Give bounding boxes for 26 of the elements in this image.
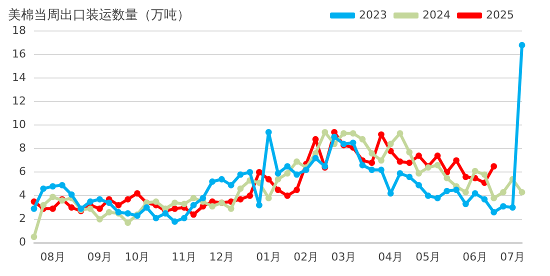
x-tick-label: 11月 — [172, 250, 197, 264]
x-tick-label: 04月 — [378, 250, 404, 264]
y-tick-label: 14 — [12, 70, 26, 84]
y-tick-label: 8 — [18, 142, 26, 155]
x-tick-label: 09月 — [87, 250, 112, 264]
legend-label: 2024 — [422, 8, 451, 22]
y-tick-label: 16 — [12, 47, 26, 60]
chart-title: 美棉当周出口装运数量（万吨） — [8, 7, 190, 24]
x-tick-label: 12月 — [209, 250, 234, 264]
y-tick-label: 12 — [12, 94, 26, 108]
x-tick-label: 02月 — [294, 250, 319, 264]
x-tick-label: 01月 — [256, 250, 282, 264]
x-tick-label: 06月 — [462, 250, 488, 264]
x-tick-label: 10月 — [124, 250, 150, 264]
y-tick-label: 18 — [12, 24, 26, 37]
x-tick-label: 03月 — [331, 250, 356, 264]
legend-label: 2025 — [486, 8, 514, 22]
y-tick-label: 10 — [12, 118, 26, 131]
y-tick-label: 6 — [18, 165, 26, 178]
x-tick-label: 07月 — [500, 250, 526, 264]
y-tick-label: 4 — [18, 188, 26, 202]
x-tick-label: 05月 — [416, 250, 441, 264]
x-tick-label: 08月 — [40, 250, 66, 264]
legend-label: 2023 — [359, 8, 388, 22]
y-tick-label: 2 — [18, 212, 26, 226]
y-tick-label: 0 — [18, 236, 26, 249]
